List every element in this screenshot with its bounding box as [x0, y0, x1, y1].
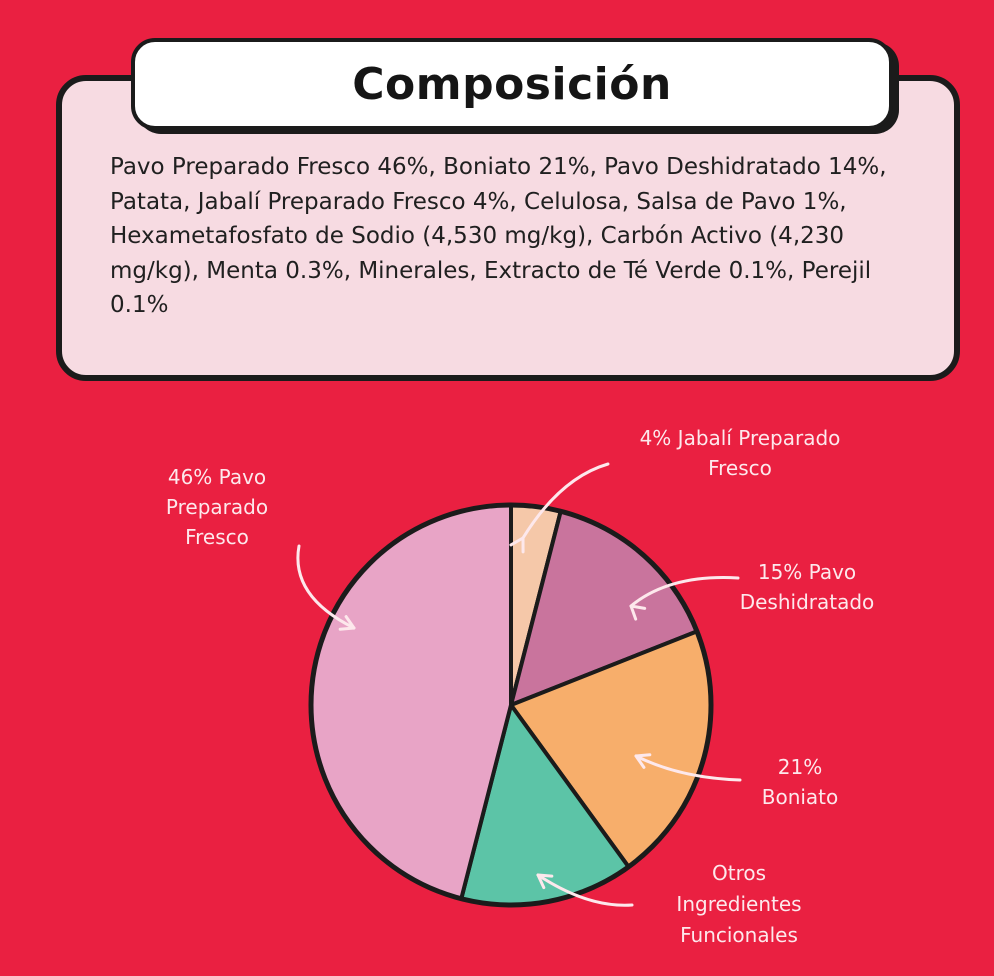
slice-label-otros: Otros Ingredientes Funcionales — [536, 861, 802, 947]
arrowhead-otros — [536, 873, 554, 890]
pie-outline — [308, 502, 714, 908]
slice-label-line: Funcionales — [680, 923, 798, 947]
slice-label-pavo-fresco: 46% Pavo Preparado Fresco — [166, 465, 356, 631]
slice-label-jabali: 4% Jabalí Preparado Fresco — [509, 426, 841, 554]
page-title: Composición — [352, 58, 672, 110]
slice-label-line: Otros — [712, 861, 766, 885]
arrow-otros — [536, 873, 634, 907]
slice-label-line: 15% Pavo — [758, 560, 856, 584]
arrowhead-pavo-deshidratado — [629, 604, 647, 621]
slice-label-line: Ingredientes — [676, 892, 801, 916]
arrow-pavo-deshidratado — [629, 576, 740, 608]
slice-label-line: Fresco — [185, 525, 249, 549]
slice-label-line: Preparado — [166, 495, 268, 519]
slice-label-line: 4% Jabalí Preparado — [640, 426, 841, 450]
composition-text: Pavo Preparado Fresco 46%, Boniato 21%, … — [110, 154, 887, 318]
slice-label-line: Boniato — [762, 785, 839, 809]
slice-label-line: 21% — [778, 755, 822, 779]
arrowhead-pavo-fresco — [338, 615, 356, 631]
slice-label-boniato: 21% Boniato — [634, 753, 839, 809]
arrowhead-jabali — [509, 536, 525, 554]
slice-label-line: Deshidratado — [740, 590, 875, 614]
title-pill: Composición — [131, 38, 893, 130]
slice-label-line: 46% Pavo — [168, 465, 266, 489]
arrow-pavo-fresco — [296, 544, 356, 630]
slice-label-pavo-deshidratado: 15% Pavo Deshidratado — [629, 560, 875, 621]
arrow-boniato — [634, 754, 742, 782]
arrowhead-boniato — [634, 753, 652, 769]
slice-label-line: Fresco — [708, 456, 772, 480]
arrow-jabali — [521, 462, 610, 540]
